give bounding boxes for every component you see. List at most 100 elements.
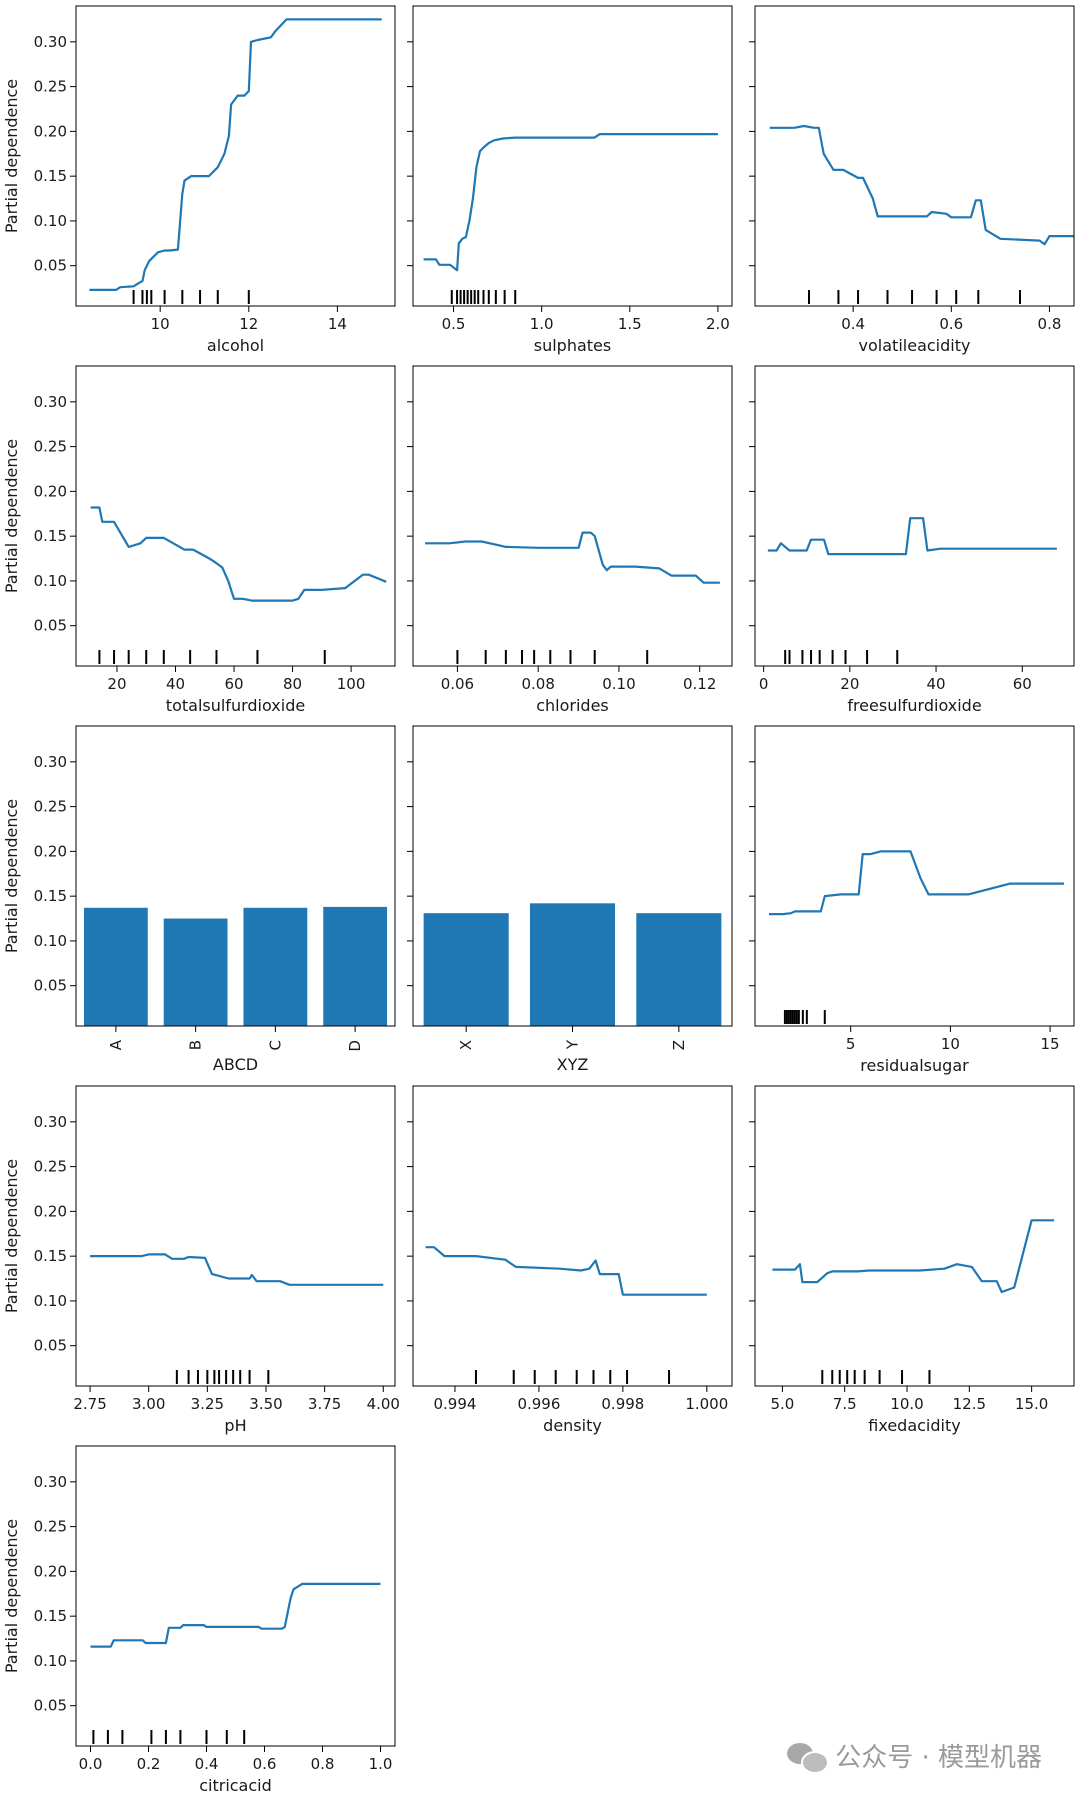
xtick-label-volatileacidity-2: 0.8	[1038, 315, 1062, 333]
ytick-label-citricacid-1: 0.10	[34, 1652, 67, 1670]
pd-line-volatileacidity	[769, 124, 1074, 246]
xtick-label-sulphates-0: 0.5	[442, 315, 466, 333]
bar-ABCD-D	[323, 906, 388, 1026]
xtick-label-citricacid-1: 0.2	[137, 1755, 161, 1773]
xtick-label-pH-5: 4.00	[367, 1395, 400, 1413]
xtick-label-freesulfurdioxide-2: 40	[927, 675, 946, 693]
ytick-label-alcohol-1: 0.10	[34, 212, 67, 230]
xtick-label-fixedacidity-2: 10.0	[890, 1395, 923, 1413]
xtick-label-chlorides-1: 0.08	[521, 675, 554, 693]
panel-ABCD: 0.05 0.10 0.15 0.20 0.25 0.30 Partial dependen…	[2, 725, 396, 1074]
xtick-label-freesulfurdioxide-1: 20	[840, 675, 859, 693]
pd-line-residualsugar	[769, 850, 1064, 916]
ytick-label-totalsulfurdioxide-1: 0.10	[34, 572, 67, 590]
ylabel-pH: Partial dependence	[2, 1159, 21, 1313]
frame-volatileacidity	[754, 5, 1075, 307]
xlabel-XYZ: XYZ	[557, 1055, 589, 1074]
frame-alcohol	[75, 5, 396, 307]
xtick-label-density-3: 1.000	[685, 1395, 728, 1413]
xtick-label-density-1: 0.996	[517, 1395, 560, 1413]
panel-residualsugar: 5 10 15 residualsugar	[749, 725, 1075, 1075]
bar-ABCD-C	[243, 907, 308, 1026]
xtick-label-fixedacidity-3: 12.5	[953, 1395, 986, 1413]
pd-line-pH	[90, 1253, 384, 1286]
xtick-label-citricacid-0: 0.0	[79, 1755, 103, 1773]
ytick-label-totalsulfurdioxide-5: 0.30	[34, 393, 67, 411]
frame-citricacid	[75, 1445, 396, 1747]
frame-totalsulfurdioxide	[75, 365, 396, 667]
pd-line-citricacid	[90, 1582, 381, 1648]
ytick-label-totalsulfurdioxide-3: 0.20	[34, 482, 67, 500]
pd-line-totalsulfurdioxide	[90, 506, 387, 602]
pd-line-sulphates	[423, 133, 718, 272]
ytick-label-citricacid-0: 0.05	[34, 1697, 67, 1715]
xtick-label-totalsulfurdioxide-1: 40	[166, 675, 185, 693]
xtick-label-XYZ-0: X	[457, 1040, 475, 1050]
xtick-label-freesulfurdioxide-0: 0	[759, 675, 769, 693]
ytick-label-citricacid-3: 0.20	[34, 1562, 67, 1580]
frame-density	[412, 1085, 733, 1387]
xtick-label-residualsugar-2: 15	[1041, 1035, 1060, 1053]
ytick-label-totalsulfurdioxide-2: 0.15	[34, 527, 67, 545]
ytick-label-ABCD-2: 0.15	[34, 887, 67, 905]
xtick-label-fixedacidity-4: 15.0	[1015, 1395, 1048, 1413]
pd-line-chlorides	[425, 531, 720, 584]
xtick-label-freesulfurdioxide-3: 60	[1013, 675, 1032, 693]
bar-XYZ-Z	[636, 913, 722, 1026]
ytick-label-citricacid-4: 0.25	[34, 1518, 67, 1536]
ytick-label-pH-2: 0.15	[34, 1247, 67, 1265]
xtick-label-totalsulfurdioxide-4: 100	[337, 675, 366, 693]
xlabel-density: density	[543, 1416, 602, 1435]
xtick-label-totalsulfurdioxide-0: 20	[107, 675, 126, 693]
xlabel-totalsulfurdioxide: totalsulfurdioxide	[166, 696, 305, 715]
xtick-label-sulphates-2: 1.5	[618, 315, 642, 333]
pd-line-freesulfurdioxide	[767, 517, 1057, 556]
xtick-label-citricacid-2: 0.4	[195, 1755, 219, 1773]
xtick-label-totalsulfurdioxide-2: 60	[224, 675, 243, 693]
xtick-label-ABCD-0: A	[107, 1039, 125, 1050]
xlabel-sulphates: sulphates	[534, 336, 611, 355]
ytick-label-pH-0: 0.05	[34, 1337, 67, 1355]
xtick-label-alcohol-1: 12	[239, 315, 258, 333]
xtick-label-fixedacidity-1: 7.5	[833, 1395, 857, 1413]
bar-ABCD-B	[163, 918, 228, 1026]
xtick-label-volatileacidity-0: 0.4	[841, 315, 865, 333]
xtick-label-density-2: 0.998	[601, 1395, 644, 1413]
ytick-label-alcohol-3: 0.20	[34, 122, 67, 140]
xtick-label-sulphates-1: 1.0	[530, 315, 554, 333]
bar-ABCD-A	[83, 907, 148, 1026]
xtick-label-density-0: 0.994	[433, 1395, 476, 1413]
wechat-icon	[787, 1741, 830, 1774]
xtick-label-chlorides-0: 0.06	[441, 675, 474, 693]
ytick-label-ABCD-1: 0.10	[34, 932, 67, 950]
panel-fixedacidity: 5.0 7.5 10.0 12.5 15.0 fixedacidity	[749, 1085, 1075, 1435]
xlabel-ABCD: ABCD	[213, 1055, 258, 1074]
ylabel-citricacid: Partial dependence	[2, 1519, 21, 1673]
ytick-label-citricacid-2: 0.15	[34, 1607, 67, 1625]
ytick-label-citricacid-5: 0.30	[34, 1473, 67, 1491]
xtick-label-alcohol-2: 14	[328, 315, 347, 333]
xtick-label-ABCD-2: C	[266, 1040, 284, 1050]
xtick-label-pH-3: 3.50	[249, 1395, 282, 1413]
panel-chlorides: 0.06 0.08 0.10 0.12 chlorides	[407, 365, 733, 715]
xtick-label-residualsugar-0: 5	[846, 1035, 856, 1053]
panel-freesulfurdioxide: 0 20 40 60 freesulfurdioxide	[749, 365, 1075, 715]
xtick-label-chlorides-2: 0.10	[602, 675, 635, 693]
xlabel-volatileacidity: volatileacidity	[859, 336, 971, 355]
ytick-label-ABCD-0: 0.05	[34, 977, 67, 995]
ytick-label-ABCD-3: 0.20	[34, 842, 67, 860]
watermark: 公众号 · 模型机器	[787, 1737, 1042, 1774]
xtick-label-citricacid-3: 0.6	[253, 1755, 277, 1773]
frame-sulphates	[412, 5, 733, 307]
xlabel-citricacid: citricacid	[199, 1776, 272, 1795]
xlabel-chlorides: chlorides	[536, 696, 609, 715]
frame-XYZ	[412, 725, 733, 1027]
ytick-label-ABCD-5: 0.30	[34, 753, 67, 771]
bar-XYZ-X	[423, 913, 509, 1026]
xtick-label-fixedacidity-0: 5.0	[770, 1395, 794, 1413]
ylabel-totalsulfurdioxide: Partial dependence	[2, 439, 21, 593]
ytick-label-ABCD-4: 0.25	[34, 798, 67, 816]
ytick-label-pH-5: 0.30	[34, 1113, 67, 1131]
xtick-label-pH-0: 2.75	[73, 1395, 106, 1413]
